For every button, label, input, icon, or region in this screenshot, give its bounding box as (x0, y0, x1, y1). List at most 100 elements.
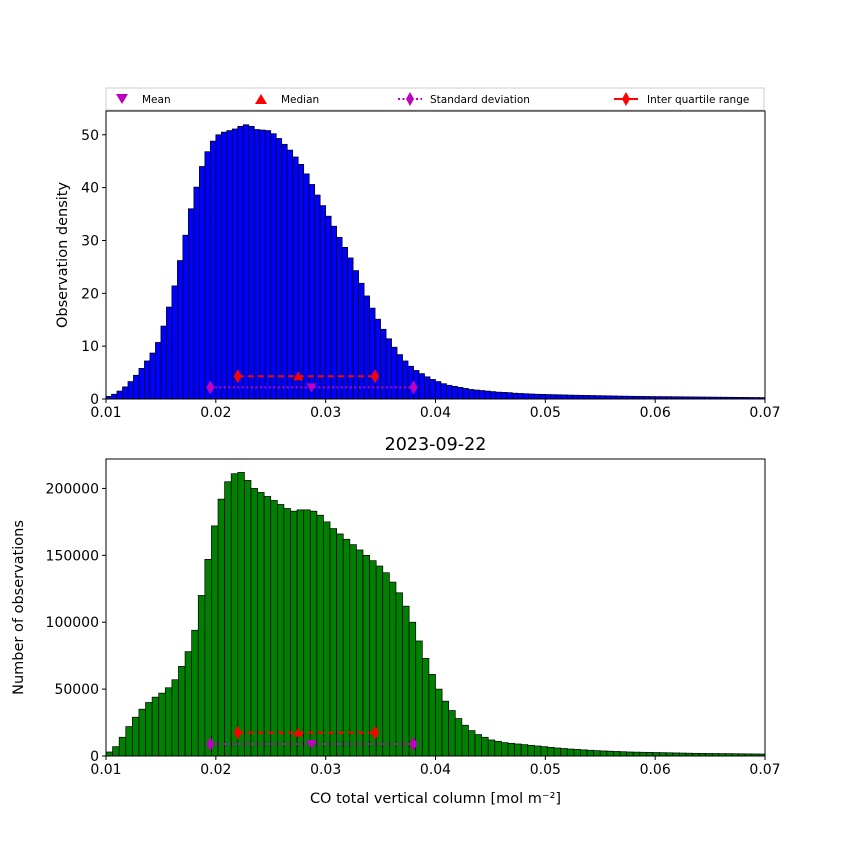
histogram-bar (199, 166, 206, 400)
histogram-bar (440, 383, 447, 400)
histogram-bar (319, 205, 327, 400)
histogram-bar (462, 388, 469, 400)
histogram-bar (632, 751, 641, 757)
histogram-bar (349, 544, 357, 757)
histogram-bar (145, 702, 153, 757)
histogram-bar (264, 130, 272, 400)
histogram-bar (281, 143, 288, 400)
histogram-bar (566, 748, 575, 757)
histogram-bar (164, 687, 173, 757)
y-tick-label: 0 (90, 392, 99, 408)
histogram-bar (586, 749, 595, 757)
histogram-bar (133, 374, 140, 400)
histogram-bar (309, 510, 318, 757)
histogram-bar (402, 605, 410, 757)
histogram-bar (461, 724, 469, 757)
histogram-bar (177, 260, 184, 400)
legend-item-median: Median (255, 94, 319, 106)
bars (105, 124, 766, 400)
x-tick-label: 0.06 (640, 762, 671, 778)
histogram-bar (290, 510, 298, 757)
histogram-bar (160, 325, 167, 400)
iqr-upper-marker (371, 369, 380, 384)
histogram-bar (495, 391, 502, 400)
histogram-bar (613, 751, 621, 757)
histogram-bar (577, 394, 585, 400)
histogram-bar (520, 744, 529, 757)
histogram-bar (539, 394, 546, 400)
histogram-bar (391, 346, 398, 400)
histogram-bar (421, 657, 430, 757)
histogram-bar (204, 151, 211, 400)
y-tick-label: 10 (81, 339, 99, 355)
histogram-bar (446, 384, 453, 400)
histogram-bar (257, 492, 265, 757)
histogram-bar (527, 744, 535, 757)
histogram-bar (111, 393, 118, 400)
histogram-bar (193, 186, 200, 400)
std-upper-marker (409, 380, 418, 395)
histogram-bar (323, 521, 331, 757)
legend-std-marker-icon (406, 92, 414, 106)
y-axis-label: Number of observations (11, 520, 27, 695)
histogram-bar (276, 504, 285, 757)
histogram-bar (250, 488, 258, 757)
histogram-bar (230, 473, 239, 757)
histogram-bar (144, 360, 151, 400)
histogram-bar (572, 394, 579, 400)
histogram-bar (561, 394, 568, 400)
histogram-bar (253, 129, 261, 400)
histogram-bar (314, 194, 321, 400)
histogram-bar (382, 572, 390, 757)
std-upper-marker (409, 736, 418, 751)
histogram-bar (352, 270, 359, 400)
histogram-bar (501, 742, 509, 757)
histogram-bar (375, 565, 384, 757)
histogram-bar (171, 679, 179, 757)
histogram-bar (286, 149, 294, 400)
histogram-bar (342, 538, 351, 757)
histogram-bar (336, 236, 343, 400)
histogram-bar (158, 692, 166, 757)
histogram-bar (217, 498, 225, 757)
median-marker (293, 727, 304, 737)
histogram-bar (448, 710, 456, 757)
histogram-bar (396, 354, 403, 400)
histogram-bar (303, 173, 310, 400)
histogram-bar (626, 751, 634, 757)
legend-mean-label: Mean (142, 94, 171, 106)
histogram-bar (481, 736, 489, 757)
y-tick-label: 150000 (46, 548, 99, 564)
histogram-bar (533, 745, 542, 757)
histogram-bar (105, 751, 113, 757)
x-tick-label: 0.04 (420, 762, 451, 778)
histogram-bar (358, 282, 365, 400)
x-tick-label: 0.02 (200, 762, 231, 778)
y-tick-label: 20 (81, 286, 99, 302)
histogram-bar (389, 581, 397, 757)
histogram-bar (270, 133, 277, 400)
x-tick-label: 0.02 (200, 405, 231, 421)
legend-std-label: Standard deviation (430, 94, 530, 106)
x-tick-label: 0.03 (310, 405, 341, 421)
y-tick-label: 50 (81, 128, 99, 144)
histogram-bar (244, 480, 252, 757)
histogram-bar (479, 390, 486, 400)
count-histogram-panel: 0.01 0.02 0.03 0.04 0.05 0.06 0.07 0 50000 100000… (11, 435, 781, 807)
iqr-lower-marker (233, 369, 242, 384)
histogram-bar (116, 390, 123, 400)
y-tick-label: 200000 (46, 481, 99, 497)
histogram-bar (507, 742, 515, 757)
histogram-bar (594, 395, 601, 400)
histogram-bar (487, 739, 496, 757)
histogram-bar (209, 140, 217, 400)
mean-marker (306, 739, 317, 749)
histogram-bar (484, 390, 491, 400)
histogram-bar (303, 509, 311, 757)
histogram-bar (454, 718, 463, 757)
y-axis-label: Observation density (55, 182, 71, 328)
histogram-bar (639, 751, 647, 757)
histogram-bar (506, 392, 513, 400)
histogram-bar (652, 752, 660, 757)
histogram-bar (451, 385, 458, 400)
